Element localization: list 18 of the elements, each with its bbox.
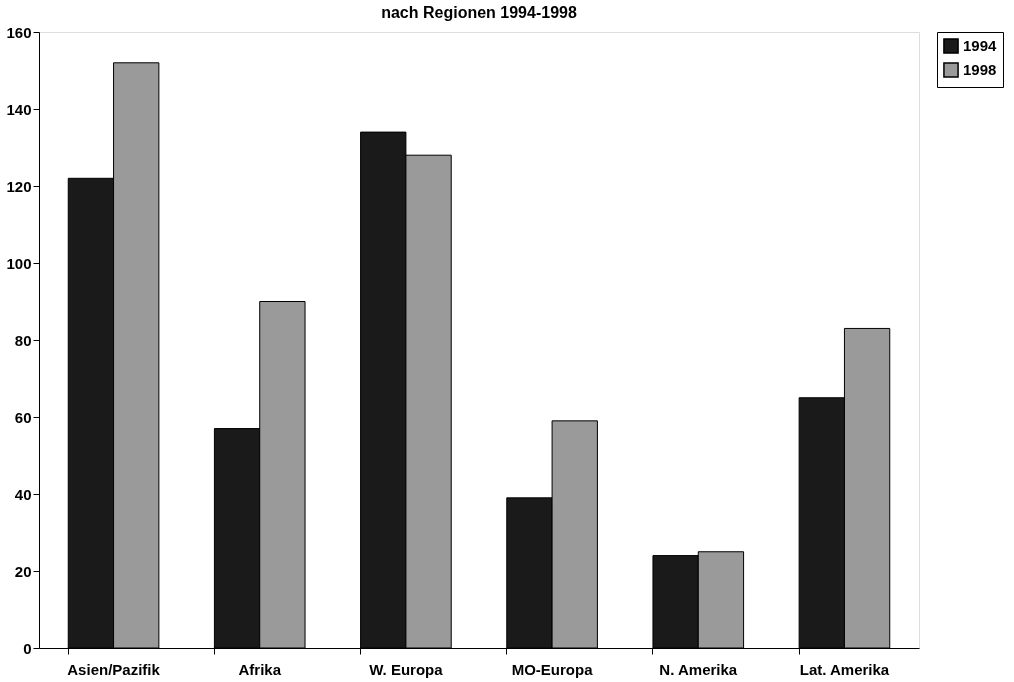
y-tick-label: 120 [6,177,32,195]
x-tick-label: Asien/Pazifik [67,660,161,678]
y-tick-label: 60 [14,408,32,426]
y-tick-label: 40 [14,485,32,503]
x-tick-label: MO-Europa [511,660,594,678]
y-tick-label: 80 [14,331,32,349]
x-tick-label: Lat. Amerika [799,660,890,678]
y-tick-label: 160 [6,23,32,41]
y-tick-label: 0 [23,639,32,657]
y-tick-label: 100 [6,254,32,272]
x-tick-label: W. Europa [369,660,444,678]
x-tick-label: N. Amerika [659,660,738,678]
x-tick-label: Afrika [238,660,282,678]
y-tick-label: 20 [14,562,32,580]
y-tick-label: 140 [6,100,32,118]
legend-label: 1994 [963,37,998,54]
chart-title: nach Regionen 1994-1998 [381,4,577,21]
legend-label: 1998 [963,61,997,78]
